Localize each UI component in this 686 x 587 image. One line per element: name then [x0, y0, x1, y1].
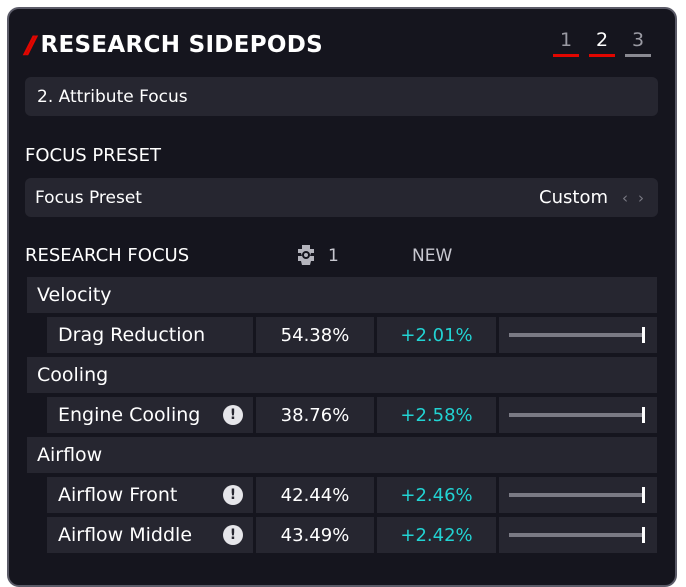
group-label: Airflow: [37, 444, 103, 466]
focus-preset-value: Custom: [539, 187, 608, 208]
slider-handle[interactable]: [642, 487, 645, 503]
group-label: Velocity: [37, 284, 112, 306]
step-3[interactable]: 3: [625, 29, 651, 57]
chevron-right-icon[interactable]: ›: [638, 188, 644, 207]
panel-header: // RESEARCH SIDEPODS: [25, 29, 323, 61]
car-number: 1: [328, 246, 339, 266]
list-item-airflow-middle[interactable]: Airflow Middle! 43.49% +2.42%: [47, 517, 657, 553]
chevron-left-icon[interactable]: ‹: [622, 188, 628, 207]
exclamation-circle-icon[interactable]: !: [223, 485, 243, 505]
item-delta: +2.42%: [377, 517, 496, 553]
focus-slider[interactable]: [509, 527, 645, 543]
focus-preset-heading: FOCUS PRESET: [25, 145, 161, 166]
exclamation-circle-icon[interactable]: !: [223, 525, 243, 545]
step-indicator: 1 2 3: [553, 29, 651, 57]
item-name: Airflow Middle: [58, 524, 193, 546]
focus-preset-label: Focus Preset: [35, 187, 142, 208]
focus-slider[interactable]: [509, 407, 645, 423]
item-value: 54.38%: [256, 317, 374, 353]
item-value: 42.44%: [256, 477, 374, 513]
group-cooling: Cooling: [27, 357, 657, 393]
subheader-label: 2. Attribute Focus: [37, 86, 188, 107]
group-airflow: Airflow: [27, 437, 657, 473]
step-1[interactable]: 1: [553, 29, 579, 57]
research-panel: // RESEARCH SIDEPODS 1 2 3 2. Attribute …: [7, 7, 677, 587]
car-icon: [298, 245, 314, 265]
list-item-airflow-front[interactable]: Airflow Front! 42.44% +2.46%: [47, 477, 657, 513]
item-name: Airflow Front: [58, 484, 178, 506]
exclamation-circle-icon[interactable]: !: [223, 405, 243, 425]
group-velocity: Velocity: [27, 277, 657, 313]
panel-title: RESEARCH SIDEPODS: [40, 32, 323, 58]
item-delta: +2.58%: [377, 397, 496, 433]
subheader-bar: 2. Attribute Focus: [25, 77, 658, 116]
header-slash-icon: //: [25, 31, 36, 59]
slider-handle[interactable]: [642, 407, 645, 423]
list-item-drag-reduction[interactable]: Drag Reduction 54.38% +2.01%: [47, 317, 657, 353]
list-item-engine-cooling[interactable]: Engine Cooling! 38.76% +2.58%: [47, 397, 657, 433]
item-delta: +2.46%: [377, 477, 496, 513]
slider-handle[interactable]: [642, 327, 645, 343]
focus-slider[interactable]: [509, 327, 645, 343]
item-delta: +2.01%: [377, 317, 496, 353]
item-name: Drag Reduction: [58, 324, 206, 346]
slider-handle[interactable]: [642, 527, 645, 543]
item-value: 43.49%: [256, 517, 374, 553]
research-focus-heading: RESEARCH FOCUS: [25, 245, 190, 266]
focus-slider[interactable]: [509, 487, 645, 503]
item-name: Engine Cooling: [58, 404, 201, 426]
step-2[interactable]: 2: [589, 29, 615, 57]
group-label: Cooling: [37, 364, 109, 386]
research-focus-header: RESEARCH FOCUS 1 NEW: [25, 242, 658, 272]
item-value: 38.76%: [256, 397, 374, 433]
new-column-label: NEW: [412, 246, 453, 266]
focus-preset-selector[interactable]: Focus Preset Custom ‹ ›: [25, 178, 658, 217]
